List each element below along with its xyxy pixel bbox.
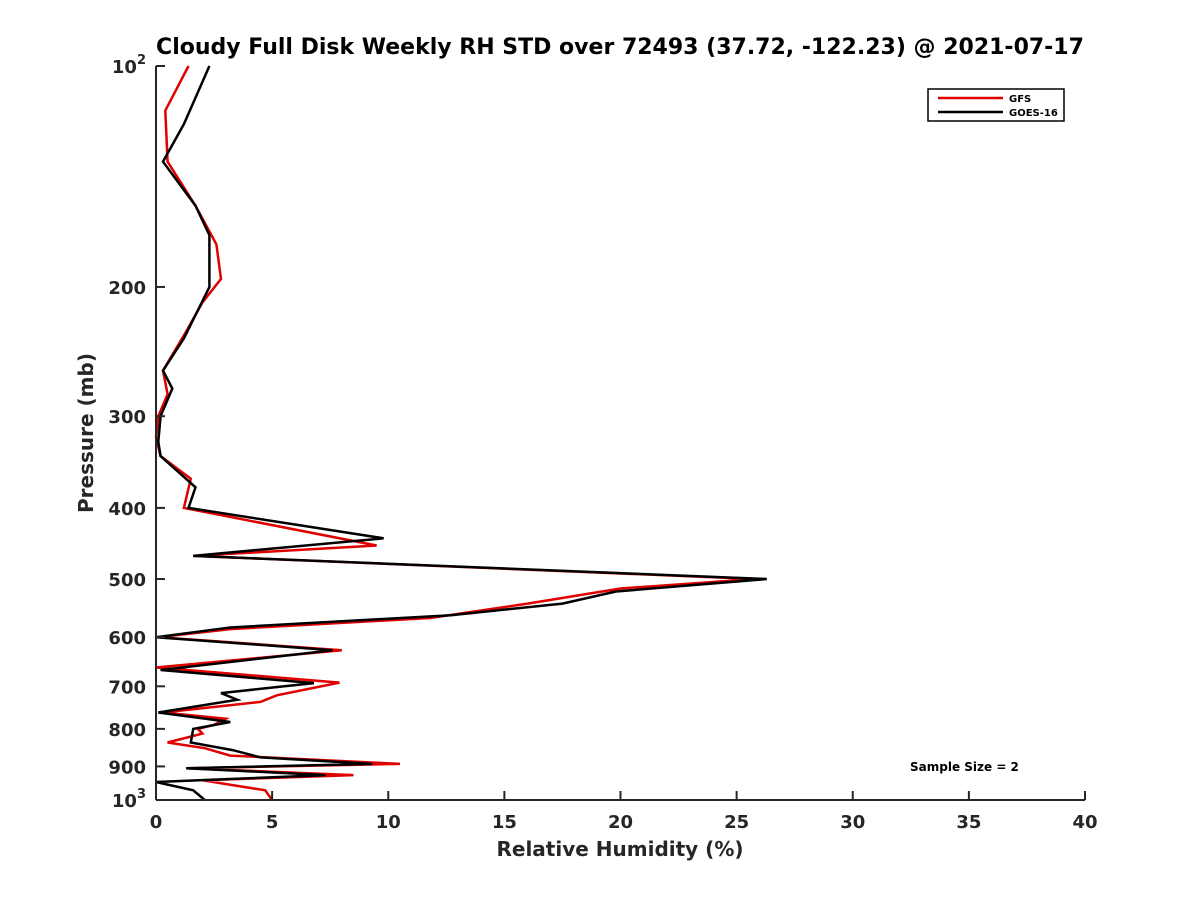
- x-tick-label: 30: [840, 812, 865, 833]
- x-tick-label: 20: [608, 812, 633, 833]
- x-axis-label: Relative Humidity (%): [496, 837, 743, 861]
- y-tick-label: 800: [108, 720, 146, 741]
- y-tick-label: 103: [112, 787, 146, 812]
- legend: GFS GOES-16: [927, 88, 1065, 122]
- y-tick-label: 300: [108, 407, 146, 428]
- y-axis-label: Pressure (mb): [74, 353, 98, 513]
- y-tick-label: 200: [108, 278, 146, 299]
- x-tick-label: 35: [956, 812, 981, 833]
- x-tick-label: 5: [266, 812, 279, 833]
- y-tick-label: 102: [112, 53, 146, 78]
- sample-size-annotation: Sample Size = 2: [910, 760, 1019, 774]
- chart-title: Cloudy Full Disk Weekly RH STD over 7249…: [156, 35, 1084, 60]
- x-tick-label: 0: [150, 812, 163, 833]
- axes: 0 5 10 15 20 25 30 35 40 102 200 300 400 500 600 700 800…: [108, 53, 1097, 833]
- x-tick-label: 40: [1072, 812, 1097, 833]
- plot-series: [154, 65, 767, 801]
- x-tick-label: 25: [724, 812, 749, 833]
- y-tick-label: 400: [108, 499, 146, 520]
- y-tick-label: 700: [108, 677, 146, 698]
- y-tick-label: 600: [108, 628, 146, 649]
- legend-label: GOES-16: [1009, 108, 1058, 119]
- legend-box: [927, 88, 1065, 122]
- legend-label: GFS: [1009, 94, 1031, 105]
- y-tick-label: 900: [108, 757, 146, 778]
- series-line-goes16: [155, 65, 767, 801]
- x-tick-label: 10: [376, 812, 401, 833]
- y-tick-label: 500: [108, 570, 146, 591]
- x-tick-label: 15: [492, 812, 517, 833]
